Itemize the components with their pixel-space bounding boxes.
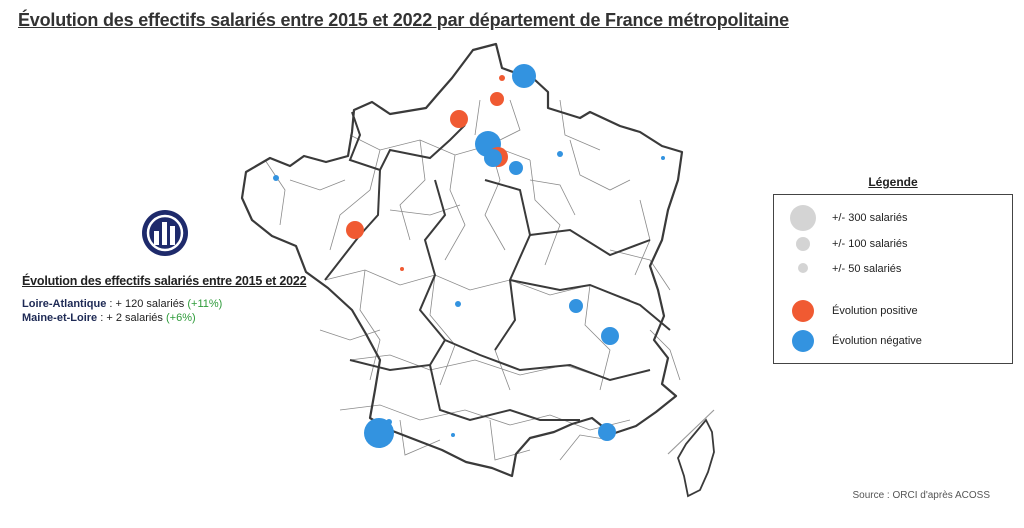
corsica-separator [667, 409, 715, 455]
legend-size-symbol [790, 205, 816, 231]
negative-bubble [512, 64, 536, 88]
legend-size-50: +/- 50 salariés [774, 259, 1012, 285]
negative-bubble [484, 149, 502, 167]
negative-bubble [364, 418, 394, 448]
legend-positive-symbol [792, 300, 814, 322]
info-row-text: : + 120 salariés [106, 298, 188, 310]
negative-bubble [661, 156, 665, 160]
positive-bubble [499, 75, 505, 81]
page-title: Évolution des effectifs salariés entre 2… [18, 10, 789, 30]
legend-negative-label: Évolution négative [832, 335, 922, 347]
positive-bubble [400, 267, 404, 271]
corsica-outline [677, 418, 715, 498]
info-row-name: Maine-et-Loire [22, 312, 98, 324]
legend-size-label: +/- 300 salariés [832, 212, 908, 224]
info-row-name: Loire-Atlantique [22, 298, 107, 310]
negative-bubble [569, 299, 583, 313]
positive-bubble [450, 110, 468, 128]
legend-title: Légende [868, 175, 918, 189]
legend-size-100: +/- 100 salariés [774, 234, 1012, 260]
info-row-pct: (+6%) [165, 312, 196, 324]
info-title: Évolution des effectifs salariés entre 2… [22, 274, 307, 288]
legend-positive-label: Évolution positive [832, 305, 918, 317]
bar-chart-logo-icon [142, 210, 188, 256]
legend-size-300: +/- 300 salariés [774, 205, 1012, 231]
info-row-text: : + 2 salariés [97, 312, 166, 324]
info-row-pct: (+11%) [187, 298, 223, 310]
france-outline [240, 42, 684, 478]
legend-size-symbol [796, 237, 810, 251]
negative-bubble [455, 301, 461, 307]
info-box: Évolution des effectifs salariés entre 2… [22, 274, 342, 326]
positive-bubble [490, 92, 504, 106]
negative-bubble [601, 327, 619, 345]
negative-bubble [451, 433, 455, 437]
region-borders [324, 111, 671, 422]
negative-bubble [273, 175, 279, 181]
legend-size-label: +/- 50 salariés [832, 263, 902, 275]
negative-bubble [598, 423, 616, 441]
negative-bubble [557, 151, 563, 157]
legend-negative: Évolution négative [774, 330, 1012, 356]
negative-bubble [509, 161, 523, 175]
positive-bubble [346, 221, 364, 239]
france-map [240, 42, 715, 498]
source-note: Source : ORCI d'après ACOSS [852, 490, 990, 501]
info-row-maine-et-loire: Maine-et-Loire : + 2 salariés (+6%) [22, 312, 342, 324]
legend-size-label: +/- 100 salariés [832, 238, 908, 250]
legend-negative-symbol [792, 330, 814, 352]
legend-box: Légende +/- 300 salariés +/- 100 salarié… [773, 175, 1013, 364]
info-row-loire-atlantique: Loire-Atlantique : + 120 salariés (+11%) [22, 298, 342, 310]
legend-size-symbol [798, 263, 808, 273]
legend-positive: Évolution positive [774, 300, 1012, 326]
